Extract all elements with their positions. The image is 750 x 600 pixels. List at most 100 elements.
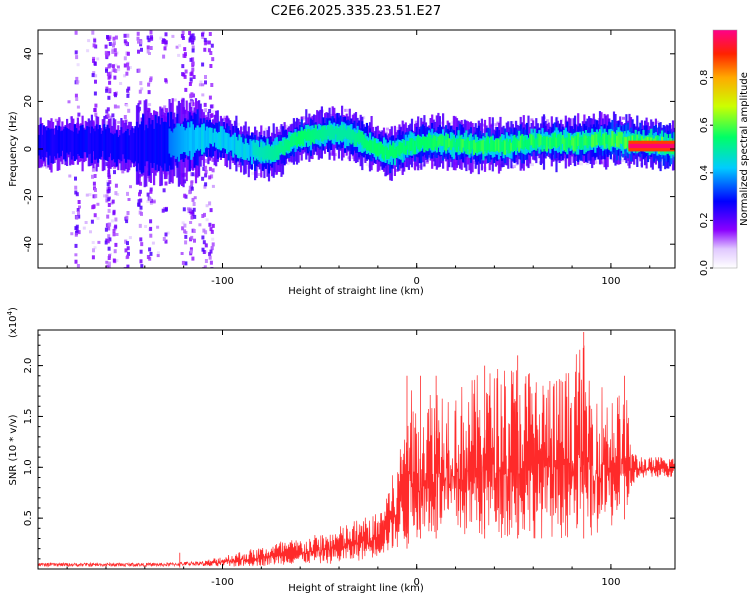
spectrogram-cell xyxy=(356,132,359,143)
spectrogram-cell xyxy=(94,74,98,78)
spectrogram-cell xyxy=(93,131,97,160)
spectrogram-cell xyxy=(297,131,300,144)
spectrogram-cell xyxy=(183,47,187,52)
spectrogram-cell xyxy=(538,133,541,148)
spectrogram-cell xyxy=(507,141,510,154)
spectrogram-cell xyxy=(167,112,170,172)
snr-multiplier-exponent: 4 xyxy=(6,310,14,315)
spectrogram-cell xyxy=(171,34,175,38)
spectrogram-cell xyxy=(535,138,538,151)
spectrogram-cell xyxy=(124,41,128,46)
spectrogram-cell xyxy=(110,219,114,223)
spectrogram-cell xyxy=(107,186,111,191)
spectrogram-cell xyxy=(94,188,97,192)
spectrogram-cell xyxy=(199,80,203,84)
spectrogram-cell xyxy=(286,162,290,166)
spectrogram-cell xyxy=(138,100,142,105)
spectrogram-cell xyxy=(237,122,240,126)
spectrogram-cell xyxy=(205,126,208,147)
spectrogram-cell xyxy=(474,142,477,152)
spectrogram-cell xyxy=(476,142,479,154)
spectrogram-y-tick-label: 0 xyxy=(23,146,34,152)
spectrogram-cell xyxy=(463,140,466,152)
spectrogram-cell xyxy=(114,133,117,163)
spectrogram-cell xyxy=(370,140,373,153)
spectrogram-cell xyxy=(204,182,208,187)
spectrogram-cell xyxy=(553,132,556,147)
spectrogram-cell xyxy=(264,145,267,160)
spectrogram-cell xyxy=(74,253,78,257)
spectrogram-cell xyxy=(191,124,194,157)
spectrogram-cell xyxy=(106,113,110,118)
spectrogram-cell xyxy=(558,133,561,146)
spectrogram-cell xyxy=(497,139,501,153)
spectrogram-cell xyxy=(107,95,111,100)
spectrogram-cell xyxy=(438,135,441,145)
spectrogram-cell xyxy=(104,50,108,55)
spectrogram-cell xyxy=(113,75,117,80)
spectrogram-cell xyxy=(75,80,79,85)
spectrogram-cell xyxy=(400,142,403,154)
spectrogram-cell xyxy=(125,71,129,76)
spectrogram-cell xyxy=(107,173,111,178)
spectrogram-x-tick-label: -100 xyxy=(211,276,234,287)
spectrogram-cell xyxy=(114,69,118,73)
spectrogram-cell xyxy=(578,137,581,150)
spectrogram-cell xyxy=(211,223,215,228)
spectrogram-cell xyxy=(611,131,614,146)
spectrogram-cell xyxy=(580,162,583,166)
spectrogram-cell xyxy=(254,145,257,155)
spectrogram-cell xyxy=(201,83,205,87)
spectrogram-cell xyxy=(145,124,148,162)
spectrogram-cell xyxy=(491,140,494,152)
spectrogram-cell xyxy=(227,133,230,153)
spectrogram-cell xyxy=(123,74,127,78)
spectrogram-cell xyxy=(264,127,268,131)
spectrogram-cell xyxy=(140,242,144,247)
spectrogram-cell xyxy=(125,130,128,163)
spectrogram-cell xyxy=(594,160,598,164)
spectrogram-cell xyxy=(192,229,196,233)
spectrogram-cell xyxy=(191,110,195,115)
spectrogram-cell xyxy=(153,128,156,163)
spectrogram-cell xyxy=(191,67,195,72)
spectrogram-cell xyxy=(362,134,365,149)
spectrogram-cell xyxy=(442,135,445,146)
spectrogram-cell xyxy=(111,113,115,118)
spectrogram-cell xyxy=(92,166,96,171)
spectrogram-cell xyxy=(235,136,238,155)
spectrogram-cell xyxy=(106,239,110,244)
spectrogram-cell xyxy=(574,136,577,152)
spectrogram-cell xyxy=(112,36,116,41)
spectrogram-cell xyxy=(608,134,611,150)
spectrogram-cell xyxy=(203,184,207,189)
spectrogram-cell xyxy=(196,125,199,149)
snr-y-label: SNR (10 * v/v) xyxy=(8,414,19,485)
spectrogram-cell xyxy=(93,38,97,43)
spectrogram-cell xyxy=(38,134,41,156)
spectrogram-cell xyxy=(302,116,306,120)
spectrogram-cell xyxy=(164,232,168,237)
spectrogram-cell xyxy=(351,156,355,159)
spectrogram-cell xyxy=(106,182,110,187)
spectrogram-cell xyxy=(166,231,170,235)
spectrogram-cell xyxy=(414,120,418,124)
spectrogram-cell xyxy=(243,144,246,160)
spectrogram-cell xyxy=(149,46,153,50)
spectrogram-cell xyxy=(149,226,153,231)
spectrogram-cell xyxy=(490,136,493,152)
spectrogram-cell xyxy=(255,144,258,157)
spectrogram-cell xyxy=(560,138,563,150)
spectrogram-cell xyxy=(159,124,162,166)
spectrogram-cell xyxy=(384,145,387,156)
spectrogram-cell xyxy=(351,129,354,140)
spectrogram-cell xyxy=(420,138,423,148)
snr-x-label: Height of straight line (km) xyxy=(288,583,424,594)
spectrogram-cell xyxy=(215,131,218,148)
spectrogram-cell xyxy=(140,47,143,52)
snr-x-ticks: -100 0 100 xyxy=(66,330,651,588)
spectrogram-cell xyxy=(201,176,205,181)
spectrogram-cell xyxy=(656,120,660,124)
spectrogram-cell xyxy=(182,207,186,212)
spectrogram-cell xyxy=(218,132,221,150)
